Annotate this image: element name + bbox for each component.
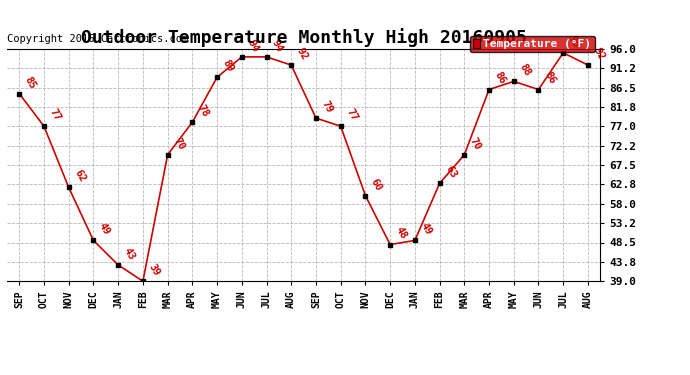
Text: 94: 94 (246, 38, 260, 54)
Text: 94: 94 (270, 38, 285, 54)
Text: 49: 49 (419, 221, 433, 237)
Title: Outdoor Temperature Monthly High 20160905: Outdoor Temperature Monthly High 2016090… (81, 28, 526, 47)
Text: 39: 39 (146, 262, 161, 278)
Text: 86: 86 (542, 70, 557, 86)
Text: 89: 89 (221, 58, 236, 74)
Text: 60: 60 (369, 177, 384, 192)
Text: 48: 48 (394, 225, 408, 241)
Legend: Temperature (°F): Temperature (°F) (470, 36, 595, 52)
Text: 70: 70 (171, 136, 186, 152)
Text: 49: 49 (97, 221, 112, 237)
Text: 92: 92 (295, 46, 310, 62)
Text: 79: 79 (319, 99, 335, 115)
Text: Copyright 2016 Cartronics.com: Copyright 2016 Cartronics.com (7, 34, 188, 44)
Text: 70: 70 (468, 136, 483, 152)
Text: 85: 85 (23, 75, 38, 90)
Text: 62: 62 (72, 168, 88, 184)
Text: 63: 63 (443, 164, 458, 180)
Text: 77: 77 (48, 107, 63, 123)
Text: 92: 92 (591, 46, 607, 62)
Text: 77: 77 (344, 107, 359, 123)
Text: 86: 86 (493, 70, 508, 86)
Text: 95: 95 (567, 34, 582, 50)
Text: 88: 88 (518, 62, 533, 78)
Text: 78: 78 (196, 103, 211, 119)
Text: 43: 43 (122, 246, 137, 262)
